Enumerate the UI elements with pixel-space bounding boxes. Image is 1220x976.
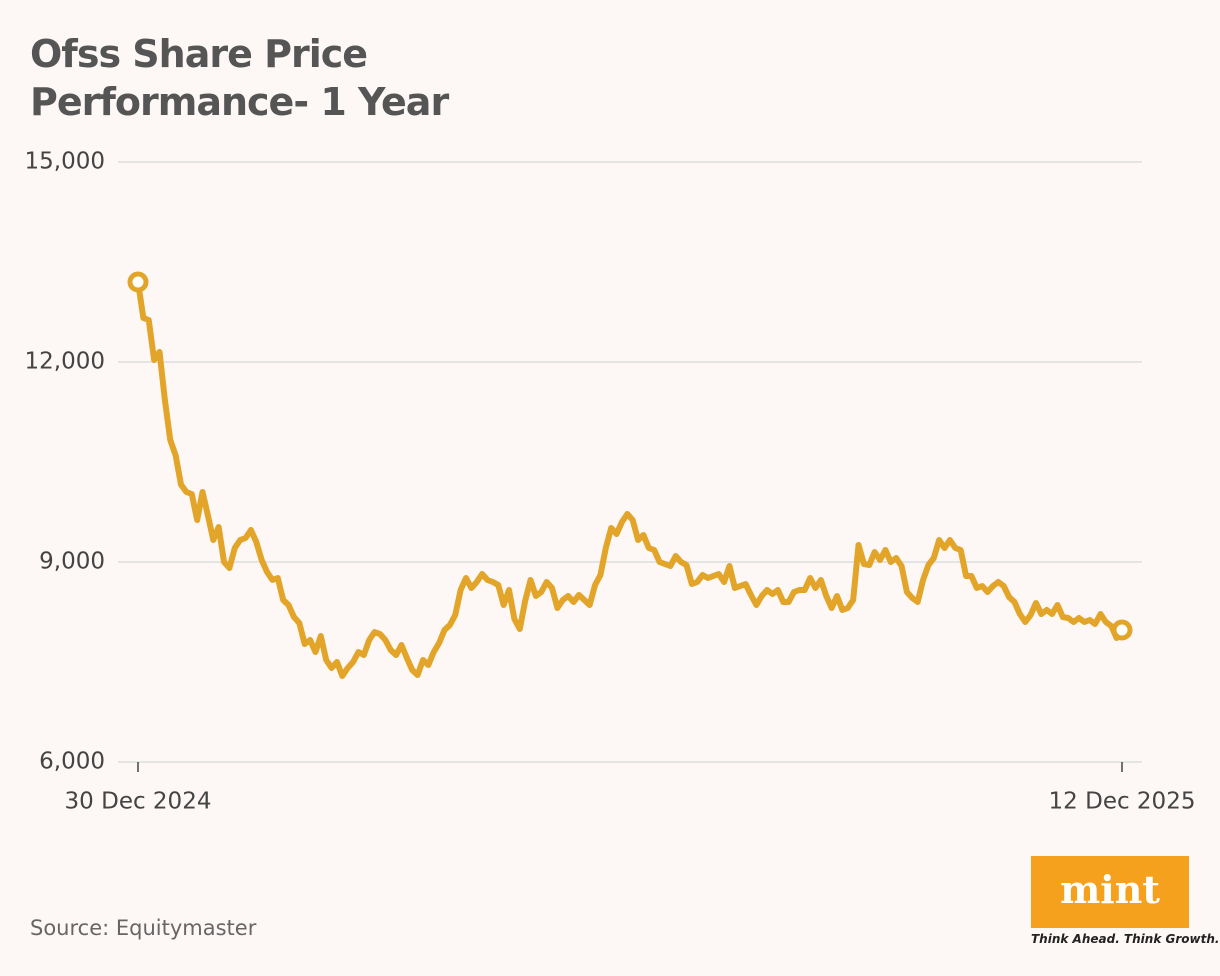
- x-tick-label: 30 Dec 2024: [65, 789, 212, 815]
- x-tick-label: 12 Dec 2025: [1049, 789, 1196, 815]
- y-tick-label: 6,000: [39, 749, 105, 775]
- price-line: [135, 279, 1125, 679]
- logo: mint: [1031, 856, 1189, 928]
- y-tick-label: 12,000: [25, 349, 105, 375]
- source: Source: Equitymaster: [30, 916, 257, 940]
- chart-title: Ofss Share Price Performance- 1 Year: [30, 32, 449, 124]
- y-tick-label: 9,000: [39, 549, 105, 575]
- y-tick-label: 15,000: [25, 149, 105, 175]
- end-marker: [1111, 619, 1133, 641]
- end-marker: [127, 271, 149, 293]
- logo-tagline: Think Ahead. Think Growth.: [1031, 932, 1220, 946]
